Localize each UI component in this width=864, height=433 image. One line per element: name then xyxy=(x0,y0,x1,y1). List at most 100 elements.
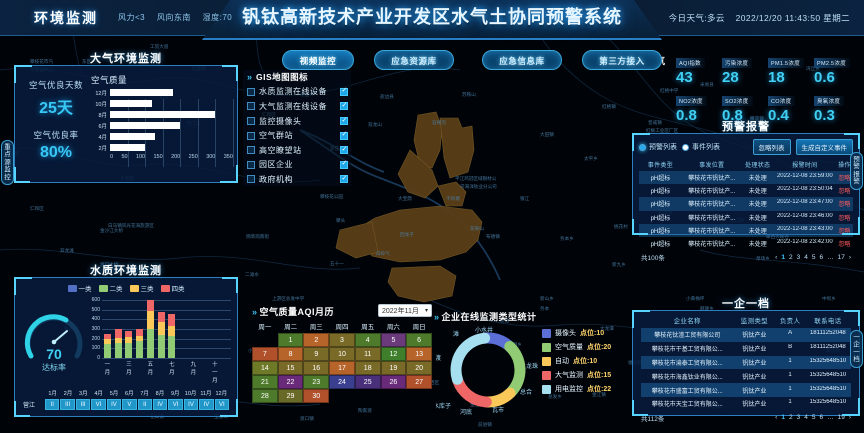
quality-grade-cell[interactable]: IV xyxy=(106,399,122,410)
gis-layer-item[interactable]: 高空瞭望站 xyxy=(243,143,351,158)
calendar-day-cell[interactable]: 13 xyxy=(406,347,432,361)
calendar-day-cell[interactable]: 23 xyxy=(303,375,330,389)
calendar-day-cell[interactable]: 21 xyxy=(252,375,278,389)
checkbox-icon[interactable] xyxy=(340,116,348,126)
page-number[interactable]: 4 xyxy=(804,253,808,261)
radio-event-list[interactable]: 事件列表 xyxy=(682,142,720,152)
calendar-day-cell[interactable]: 27 xyxy=(406,375,432,389)
tab-emergency-resource[interactable]: 应急资源库 xyxy=(374,50,454,70)
donut-legend-item[interactable]: 自动 点位:10 xyxy=(542,356,611,366)
tab-video-monitor[interactable]: 视频监控 xyxy=(282,50,354,70)
gis-layer-item[interactable]: 监控摄像头 xyxy=(243,114,351,129)
calendar-day-cell[interactable]: 19 xyxy=(380,361,407,375)
checkbox-icon[interactable] xyxy=(340,101,348,111)
calendar-day-cell[interactable]: 9 xyxy=(303,347,330,361)
gis-layer-item[interactable]: 空气群站 xyxy=(243,128,351,143)
table-row[interactable]: 攀枝花市天宝工贸有限公... 钒钛产业 1 15325648510 xyxy=(641,397,851,411)
calendar-day-cell[interactable]: 2 xyxy=(303,333,330,347)
quality-grade-cell[interactable]: IV xyxy=(152,399,168,410)
water-legend-item[interactable]: 一类 xyxy=(67,283,92,293)
calendar-day-cell[interactable]: 4 xyxy=(354,333,381,347)
quality-grade-cell[interactable]: III xyxy=(60,399,75,410)
page-number[interactable]: 5 xyxy=(811,414,816,422)
ignore-link[interactable]: 忽略 xyxy=(838,202,851,209)
page-number[interactable]: 3 xyxy=(796,253,801,261)
calendar-day-cell[interactable]: 1 xyxy=(277,333,304,347)
calendar-day-cell[interactable]: 29 xyxy=(277,389,304,403)
water-legend-item[interactable]: 四类 xyxy=(160,283,185,293)
calendar-day-cell[interactable]: 28 xyxy=(252,389,278,403)
donut-legend-item[interactable]: 摄像头 点位:10 xyxy=(542,328,611,338)
page-number[interactable]: 4 xyxy=(804,414,808,422)
calendar-day-cell[interactable]: 10 xyxy=(329,347,355,361)
table-row[interactable]: pH超标 攀枝花市钒钛产... 未处理 2022-12-08 23:46:00 忽略 xyxy=(639,211,853,224)
calendar-day-cell[interactable]: 25 xyxy=(354,375,381,389)
calendar-day-cell[interactable]: 30 xyxy=(303,389,330,403)
donut-segment[interactable] xyxy=(450,332,491,385)
water-legend-item[interactable]: 二类 xyxy=(98,283,123,293)
radio-warning-list[interactable]: 预警列表 xyxy=(639,142,677,152)
donut-legend-item[interactable]: 大气监测 点位:15 xyxy=(542,370,611,380)
table-row[interactable]: pH超标 攀枝花市钒钛产... 未处理 2022-12-08 23:43:00 忽略 xyxy=(639,223,853,237)
quality-grade-cell[interactable]: II xyxy=(137,399,152,410)
calendar-day-cell[interactable]: 11 xyxy=(354,347,381,361)
ignore-link[interactable]: 忽略 xyxy=(838,242,851,249)
next-page-icon[interactable]: › xyxy=(848,414,851,422)
strategy-list-button[interactable]: 忽略列表 xyxy=(752,139,791,155)
gis-layer-item[interactable]: 园区企业 xyxy=(243,158,351,173)
quality-grade-cell[interactable]: V xyxy=(122,399,137,410)
checkbox-icon[interactable] xyxy=(340,159,348,169)
water-legend-item[interactable]: 三类 xyxy=(129,283,154,293)
calendar-day-cell[interactable]: 18 xyxy=(354,361,381,375)
table-row[interactable]: 攀枝花市海鑫钛业有限公... 钒钛产业 1 15325648510 xyxy=(641,369,851,383)
page-number[interactable]: 2 xyxy=(788,253,793,261)
table-row[interactable]: 攀枝花市盛富工贸有限公... 钒钛产业 1 15325648510 xyxy=(641,383,851,397)
page-number[interactable]: 6 xyxy=(819,253,824,261)
side-tab-key-source[interactable]: 重点源监控 xyxy=(1,140,14,186)
table-row[interactable]: pH超标 攀枝花市钒钛产... 未处理 2022-12-08 23:59:00 忽略 xyxy=(639,171,853,185)
create-custom-event-button[interactable]: 生成自定义事件 xyxy=(795,139,853,155)
calendar-day-cell[interactable]: 26 xyxy=(380,375,407,389)
quality-grade-cell[interactable]: VI xyxy=(91,399,106,410)
prev-page-icon[interactable]: ‹ xyxy=(775,253,778,261)
page-number[interactable]: 2 xyxy=(788,414,793,422)
page-number[interactable]: 3 xyxy=(796,414,801,422)
gis-layer-item[interactable]: 政府机构 xyxy=(243,172,351,187)
donut-segment[interactable] xyxy=(504,341,526,398)
calendar-day-cell[interactable]: 16 xyxy=(303,361,330,375)
prev-page-icon[interactable]: ‹ xyxy=(775,414,778,422)
calendar-day-cell[interactable]: 17 xyxy=(329,361,355,375)
ignore-link[interactable]: 忽略 xyxy=(838,176,851,183)
calendar-day-cell[interactable]: 20 xyxy=(406,361,432,375)
calendar-day-cell[interactable]: 6 xyxy=(406,333,432,347)
quality-grade-cell[interactable]: IV xyxy=(199,399,214,410)
calendar-day-cell[interactable]: 3 xyxy=(329,333,355,347)
page-number[interactable]: 19 xyxy=(837,414,845,422)
side-tab-enterprise[interactable]: 一企一档 xyxy=(850,330,863,368)
calendar-month-select[interactable]: 2022年11月 ▾ xyxy=(378,304,432,317)
calendar-day-cell[interactable]: 8 xyxy=(277,347,304,361)
page-number[interactable]: 1 xyxy=(781,414,785,422)
donut-legend-item[interactable]: 空气质量 点位:20 xyxy=(542,342,611,352)
calendar-day-cell[interactable]: 24 xyxy=(329,375,355,389)
gis-layer-item[interactable]: 水质监测在线设备 xyxy=(243,85,351,100)
page-number[interactable]: 6 xyxy=(819,414,824,422)
table-row[interactable]: 攀枝花市干基工贸有限公... 钒钛产业 B 18111252048 xyxy=(641,342,851,356)
table-row[interactable]: 攀枝花钛渣工贸有限公司 钒钛产业 A 18111252048 xyxy=(641,328,851,342)
calendar-day-cell[interactable]: 5 xyxy=(380,333,407,347)
tab-third-party[interactable]: 第三方接入 xyxy=(582,50,662,70)
calendar-day-cell[interactable]: 15 xyxy=(277,361,304,375)
calendar-day-cell[interactable]: 14 xyxy=(252,361,278,375)
quality-grade-cell[interactable]: VI xyxy=(214,399,230,410)
ignore-link[interactable]: 忽略 xyxy=(838,215,851,222)
donut-legend-item[interactable]: 用电监控 点位:22 xyxy=(542,384,611,394)
calendar-day-cell[interactable]: 12 xyxy=(380,347,407,361)
side-tab-alarm[interactable]: 预警报警 xyxy=(850,152,863,190)
quality-grade-cell[interactable]: IV xyxy=(183,399,199,410)
next-page-icon[interactable]: › xyxy=(848,253,851,261)
page-number[interactable]: … xyxy=(827,253,834,261)
tab-emergency-info[interactable]: 应急信息库 xyxy=(482,50,562,70)
page-number[interactable]: 17 xyxy=(837,253,845,261)
donut-segment[interactable] xyxy=(452,374,492,408)
checkbox-icon[interactable] xyxy=(340,174,348,184)
